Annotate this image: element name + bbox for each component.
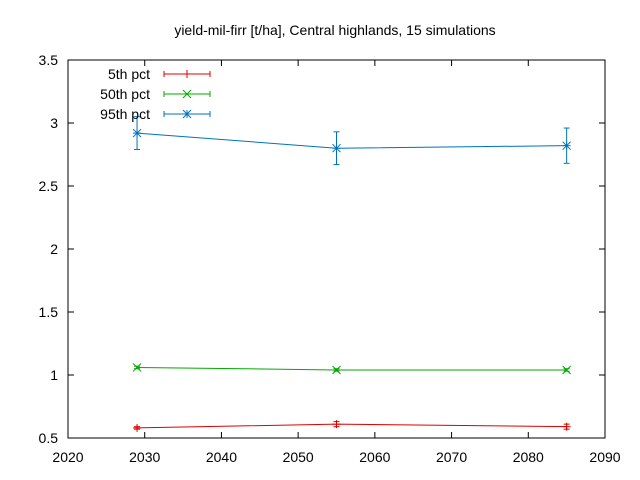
y-tick-label: 2.5 [39, 178, 59, 194]
legend-label: 50th pct [100, 86, 150, 102]
legend-label: 95th pct [100, 106, 150, 122]
series-line [137, 366, 567, 371]
legend: 5th pct 50th pct 95th pct [100, 66, 211, 122]
data-point [132, 363, 142, 372]
x-tick-label: 2070 [436, 449, 467, 465]
y-tick-label: 1.5 [39, 304, 59, 320]
y-tick-label: 3 [50, 115, 58, 131]
x-tick-label: 2040 [206, 449, 237, 465]
series-layer [132, 116, 571, 432]
y-tick-label: 3.5 [39, 52, 59, 68]
data-point [133, 423, 142, 432]
series-line [137, 423, 567, 429]
x-tick-label: 2050 [283, 449, 314, 465]
data-point [132, 128, 142, 138]
x-tick-label: 2020 [52, 449, 83, 465]
y-tick-label: 2 [50, 241, 58, 257]
data-point [562, 365, 571, 375]
series-1 [133, 420, 571, 432]
data-point [332, 143, 341, 153]
x-tick-label: 2090 [589, 449, 620, 465]
x-tick-label: 2030 [129, 449, 160, 465]
x-tick-label: 2060 [359, 449, 390, 465]
chart-title: yield-mil-firr [t/ha], Central highlands… [174, 22, 495, 38]
data-point [562, 422, 571, 431]
series-2 [132, 363, 571, 375]
legend-label: 5th pct [108, 66, 150, 82]
data-point [332, 420, 341, 429]
y-tick-label: 1 [50, 367, 58, 383]
legend-marker [182, 109, 192, 119]
axes: 2020 2030 2040 2050 2060 2070 2080 2090 0.5 1 1.5 2… [39, 52, 621, 465]
series-line [137, 132, 567, 149]
legend-marker [182, 89, 192, 99]
x-tick-label: 2080 [513, 449, 544, 465]
data-point [562, 141, 571, 151]
legend-marker [183, 70, 191, 78]
y-tick-label: 0.5 [39, 430, 59, 446]
series-3 [132, 116, 571, 166]
data-point [332, 365, 341, 375]
